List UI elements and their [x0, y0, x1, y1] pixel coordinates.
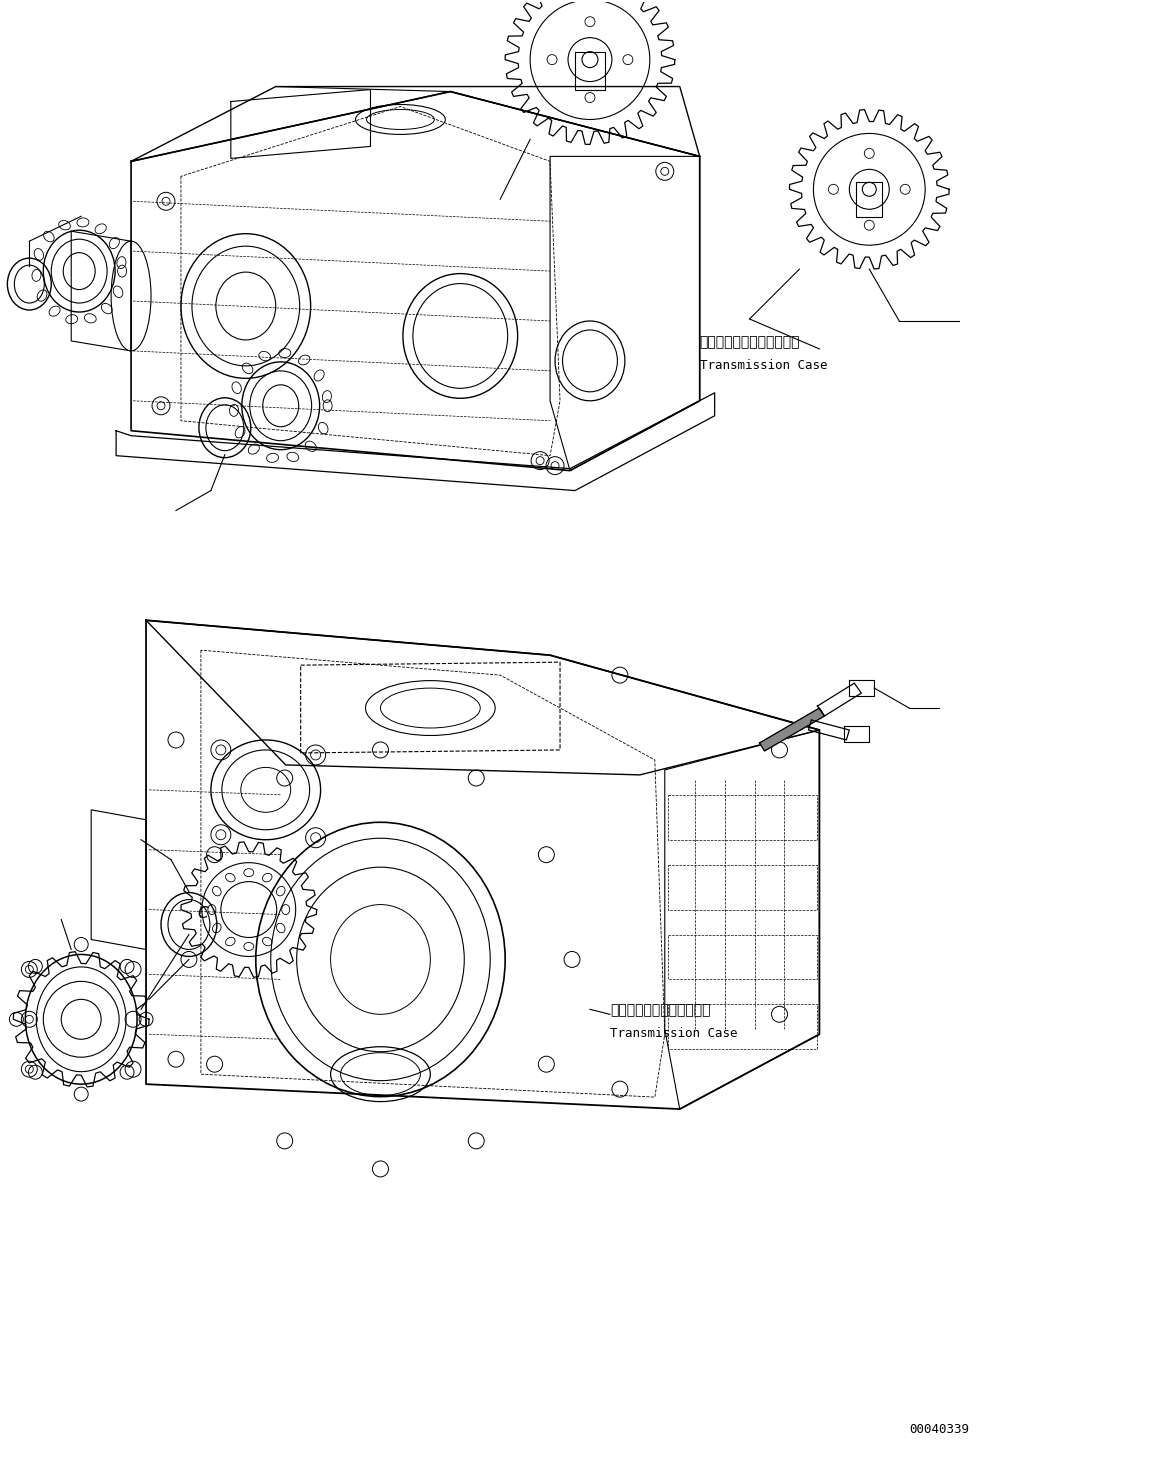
Text: 00040339: 00040339: [909, 1423, 969, 1436]
Text: Transmission Case: Transmission Case: [700, 359, 828, 372]
Polygon shape: [760, 709, 824, 751]
Text: Transmission Case: Transmission Case: [610, 1028, 738, 1040]
Text: トランスミッションケース: トランスミッションケース: [610, 1003, 710, 1018]
Text: トランスミッションケース: トランスミッションケース: [700, 335, 800, 348]
Text: C: C: [197, 905, 207, 920]
